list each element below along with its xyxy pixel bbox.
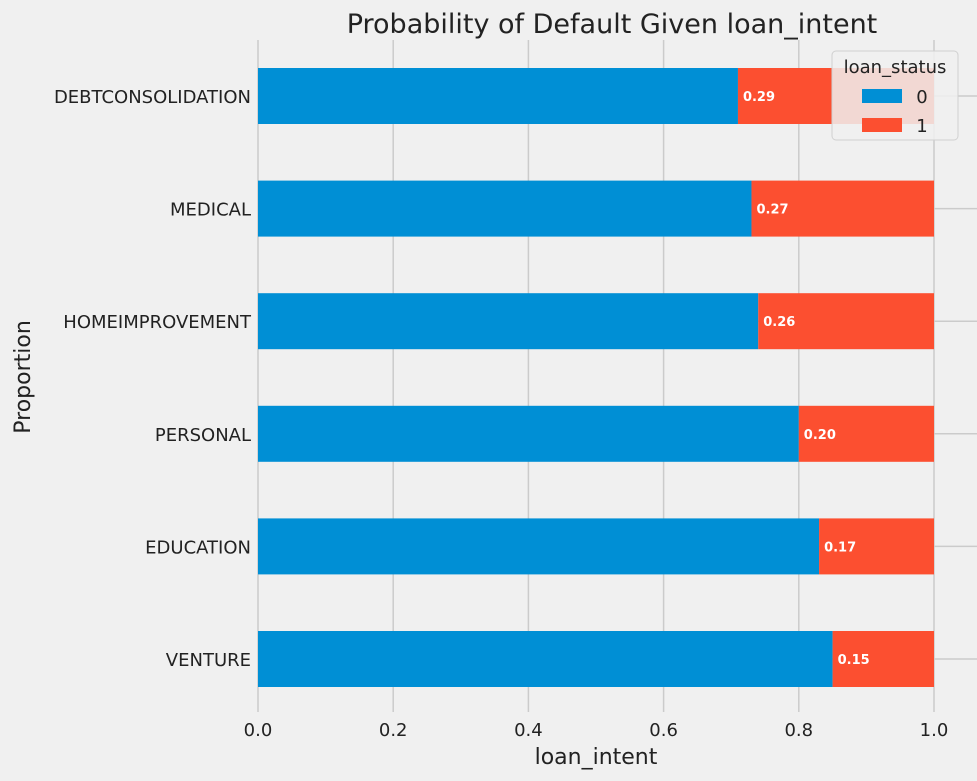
x-tick-label: 0.2 bbox=[379, 720, 408, 741]
legend-title: loan_status bbox=[844, 57, 947, 78]
chart-title: Probability of Default Given loan_intent bbox=[347, 9, 878, 40]
data-label: 0.26 bbox=[763, 315, 795, 330]
axes-layer: 0.0 0.2 0.4 0.6 0.8 1.0 DEBTCONSOLIDATION MEDIC… bbox=[54, 87, 948, 741]
x-tick-label: 0.0 bbox=[244, 720, 273, 741]
data-label: 0.17 bbox=[824, 540, 856, 555]
x-tick-label: 0.6 bbox=[649, 720, 678, 741]
x-tick-label: 1.0 bbox=[920, 720, 949, 741]
bar-segment-status-1 bbox=[819, 518, 934, 575]
x-tick-label: 0.8 bbox=[784, 720, 813, 741]
x-tick-label: 0.4 bbox=[514, 720, 543, 741]
bar-segment-status-0 bbox=[258, 518, 820, 575]
bar-segment-status-0 bbox=[258, 293, 759, 350]
y-tick-label: HOMEIMPROVEMENT bbox=[63, 312, 252, 333]
y-tick-label: EDUCATION bbox=[145, 537, 251, 558]
y-tick-label: VENTURE bbox=[166, 650, 251, 671]
bar-segment-status-1 bbox=[758, 293, 934, 350]
x-axis-label: loan_intent bbox=[535, 745, 658, 770]
bar-segment-status-1 bbox=[832, 631, 934, 687]
bar-segment-status-1 bbox=[751, 180, 934, 237]
bar-segment-status-0 bbox=[258, 631, 833, 687]
bar-segment-status-0 bbox=[258, 68, 738, 124]
legend: loan_status 0 1 bbox=[831, 50, 959, 141]
bars-layer bbox=[258, 68, 934, 687]
legend-label-1: 1 bbox=[916, 116, 927, 137]
bar-segment-status-0 bbox=[258, 180, 752, 237]
bar-segment-status-0 bbox=[258, 405, 799, 462]
y-tick-label: MEDICAL bbox=[170, 200, 251, 221]
bar-segment-status-1 bbox=[798, 405, 934, 462]
data-label: 0.15 bbox=[838, 653, 870, 668]
data-label: 0.29 bbox=[743, 90, 775, 105]
legend-swatch-1 bbox=[862, 118, 902, 132]
legend-label-0: 0 bbox=[916, 87, 927, 108]
y-tick-label: DEBTCONSOLIDATION bbox=[54, 87, 251, 108]
grid-layer bbox=[257, 40, 977, 712]
legend-swatch-0 bbox=[862, 89, 902, 103]
y-tick-label: PERSONAL bbox=[155, 425, 251, 446]
data-label: 0.27 bbox=[756, 203, 788, 218]
data-labels-layer: 0.29 0.27 0.26 0.20 0.17 0.15 bbox=[743, 90, 870, 668]
y-axis-label: Proportion bbox=[11, 320, 36, 434]
data-label: 0.20 bbox=[804, 428, 836, 443]
